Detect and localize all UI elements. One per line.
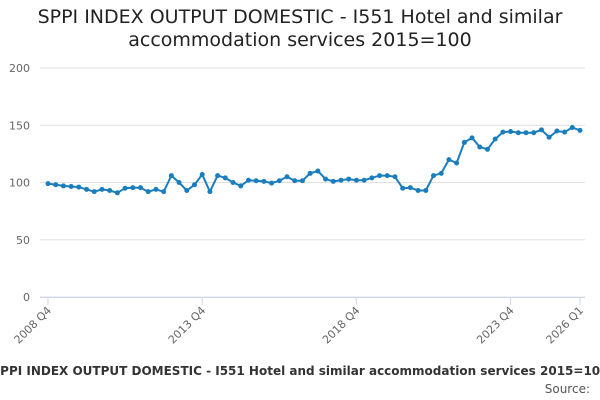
data-point xyxy=(384,173,390,179)
data-point xyxy=(508,129,514,135)
data-point xyxy=(207,189,213,195)
data-point xyxy=(130,185,136,191)
data-point xyxy=(438,170,444,176)
x-tick-label: 2026 Q1 xyxy=(544,304,587,347)
data-point xyxy=(477,144,483,150)
chart-title: SPPI INDEX OUTPUT DOMESTIC - I551 Hotel … xyxy=(37,6,563,51)
data-line xyxy=(47,126,581,195)
data-point xyxy=(346,176,352,182)
data-point xyxy=(161,189,167,195)
data-point xyxy=(562,129,568,135)
data-point xyxy=(176,180,182,185)
data-point xyxy=(60,183,66,189)
data-point xyxy=(168,173,174,179)
y-tick-label: 50 xyxy=(16,234,30,247)
data-point xyxy=(469,135,475,141)
data-point xyxy=(369,175,375,181)
data-point xyxy=(492,136,498,142)
data-point xyxy=(407,185,413,191)
y-tick-label: 100 xyxy=(9,177,30,190)
source: Source: xyxy=(544,382,590,396)
data-point xyxy=(307,170,313,176)
data-point xyxy=(353,177,359,183)
data-point xyxy=(53,182,59,188)
data-point xyxy=(392,174,398,180)
data-point xyxy=(91,189,97,195)
data-point xyxy=(523,130,529,136)
x-tick-label: 2008 Q4 xyxy=(12,304,55,347)
caption: SPPI INDEX OUTPUT DOMESTIC - I551 Hotel … xyxy=(0,364,600,378)
x-tick-label: 2018 Q4 xyxy=(320,304,363,347)
data-point xyxy=(245,177,251,183)
chart: 0 50 100 150 200 2008 Q4 2013 Q4 2018 Q4 2023 Q4… xyxy=(9,62,587,347)
data-point xyxy=(230,180,236,185)
data-point xyxy=(338,177,344,183)
data-point xyxy=(199,171,205,177)
data-point xyxy=(315,168,321,174)
data-point xyxy=(114,190,120,196)
data-point xyxy=(377,173,383,179)
data-point xyxy=(153,186,159,192)
data-point xyxy=(461,139,467,145)
data-point xyxy=(138,185,144,191)
data-point xyxy=(431,173,437,179)
data-point xyxy=(531,130,537,136)
data-point xyxy=(454,160,460,166)
data-point xyxy=(515,130,521,136)
data-point xyxy=(184,188,190,194)
data-point xyxy=(222,175,228,181)
data-point xyxy=(299,178,305,184)
data-point xyxy=(330,178,336,184)
data-point xyxy=(261,178,267,184)
data-point xyxy=(76,184,82,190)
data-point xyxy=(361,177,367,183)
data-point xyxy=(538,127,544,133)
data-point xyxy=(323,176,329,182)
data-point xyxy=(191,182,197,188)
data-point xyxy=(577,127,583,133)
x-tick-label: 2023 Q4 xyxy=(474,304,517,347)
data-point xyxy=(569,125,575,131)
data-point xyxy=(45,181,51,187)
data-point xyxy=(269,180,275,186)
data-point xyxy=(84,186,90,192)
data-point xyxy=(68,184,74,190)
data-point xyxy=(446,157,452,163)
data-point xyxy=(107,188,113,194)
data-point xyxy=(292,178,298,184)
data-point xyxy=(253,178,259,184)
y-tick-label: 200 xyxy=(9,62,30,75)
data-point xyxy=(276,178,282,184)
data-point xyxy=(215,173,221,179)
y-tick-label: 0 xyxy=(23,291,30,304)
data-point xyxy=(554,128,560,134)
x-tick-label: 2013 Q4 xyxy=(166,304,209,347)
data-point xyxy=(238,183,244,189)
data-point xyxy=(423,188,429,194)
data-point xyxy=(400,185,406,191)
caption-text: SPPI INDEX OUTPUT DOMESTIC - I551 Hotel … xyxy=(0,364,600,378)
data-point xyxy=(145,189,151,195)
data-point xyxy=(122,185,128,191)
data-point xyxy=(546,134,552,140)
data-point xyxy=(415,188,421,194)
data-point xyxy=(99,186,105,192)
data-point xyxy=(284,174,290,180)
data-point xyxy=(484,146,490,152)
data-point xyxy=(500,129,506,135)
y-tick-label: 150 xyxy=(9,119,30,132)
